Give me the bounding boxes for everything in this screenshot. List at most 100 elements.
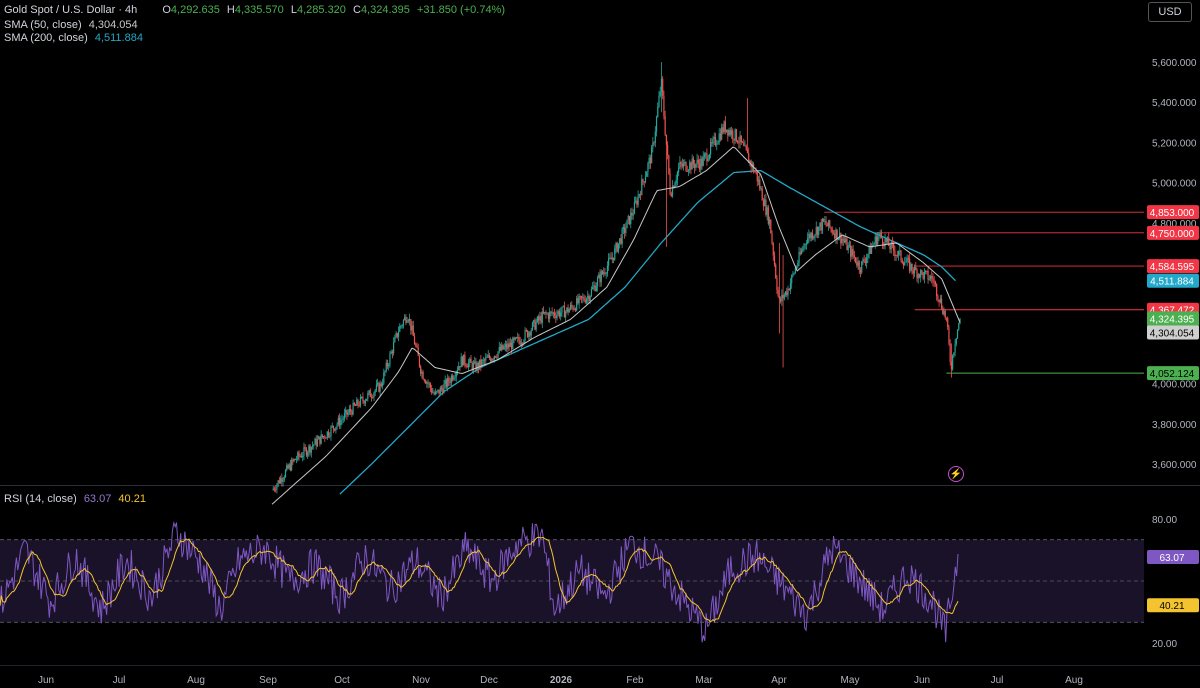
candle-body	[711, 142, 713, 144]
candle-body	[601, 271, 604, 274]
level-tag-bg	[1147, 205, 1199, 220]
candle-body	[716, 144, 718, 146]
candle-body	[810, 232, 812, 239]
candle-body	[412, 325, 414, 337]
candle-body	[440, 387, 443, 389]
candle-body	[552, 312, 554, 314]
candle-body	[442, 388, 444, 394]
candle-body	[275, 489, 277, 491]
candle-body	[805, 243, 808, 245]
sma200-legend[interactable]: SMA (200, close) 4,511.884	[4, 32, 147, 45]
candle-body	[577, 298, 579, 304]
candle-body	[907, 258, 909, 259]
candle-body	[604, 272, 606, 274]
candle-body	[383, 372, 385, 384]
candle-body	[800, 250, 803, 254]
candle-body	[553, 312, 556, 316]
candle-body	[889, 245, 891, 250]
candle-body	[676, 171, 679, 180]
candle-body	[513, 337, 515, 340]
sma200-label: SMA (200, close)	[4, 32, 88, 44]
candle-body	[402, 320, 405, 326]
candle-body	[391, 351, 393, 354]
candle-body	[464, 354, 466, 365]
candle-body	[717, 142, 719, 145]
candle-body	[695, 163, 697, 168]
symbol-title[interactable]: Gold Spot / U.S. Dollar · 4h	[4, 4, 138, 16]
candle-body	[804, 244, 806, 245]
price-tick-label: 3,800.000	[1152, 420, 1197, 431]
candle-body	[526, 330, 529, 337]
candle-body	[648, 157, 650, 164]
candle-body	[405, 316, 407, 323]
candle-body	[756, 171, 758, 182]
rsi-tick-label: 80.00	[1152, 515, 1177, 526]
sma50-legend[interactable]: SMA (50, close) 4,304.054	[4, 19, 142, 32]
price-axis[interactable]: 5,600.000 5,400.000 5,200.000 5,000.000 4,80…	[1147, 58, 1199, 650]
candle-body	[691, 158, 693, 170]
candle-body	[678, 167, 680, 172]
currency-selector[interactable]: USD	[1148, 2, 1192, 22]
candle-body	[780, 298, 782, 302]
lightning-icon[interactable]: ⚡	[948, 466, 964, 482]
time-tick-label: 2026	[550, 675, 573, 686]
time-axis[interactable]: Jun Jul Aug Sep Oct Nov Dec 2026 Feb Mar Apr May Jun…	[38, 675, 1083, 686]
candle-body	[420, 366, 422, 374]
candle-body	[455, 371, 457, 377]
candle-body	[841, 238, 843, 244]
candle-body	[628, 216, 631, 225]
candle-body	[689, 162, 691, 171]
candle-body	[851, 249, 853, 257]
candle-body	[593, 285, 595, 288]
candle-body	[463, 354, 465, 366]
candle-body	[327, 431, 330, 437]
last-price-label: 4,324.395	[1150, 314, 1195, 325]
candle-body	[926, 270, 928, 272]
candle-body	[546, 313, 548, 315]
candle-body	[562, 306, 564, 307]
candle-body	[460, 356, 462, 368]
candle-body	[302, 455, 304, 458]
candle-body	[578, 296, 580, 304]
candle-body	[510, 342, 513, 350]
candle-body	[585, 298, 588, 303]
sma200-value: 4,511.884	[94, 32, 143, 44]
candle-body	[319, 436, 321, 444]
candle-body	[308, 445, 310, 453]
candle-body	[598, 274, 600, 279]
candle-body	[600, 271, 602, 283]
candle-body	[793, 273, 795, 274]
low-value: 4,285.320	[296, 4, 346, 16]
candle-body	[283, 477, 285, 480]
candle-body	[835, 229, 837, 239]
candle-body	[476, 363, 478, 372]
rsi-ma-tag: 40.21	[1159, 601, 1184, 612]
candle-body	[719, 133, 722, 140]
candle-body	[728, 129, 730, 136]
candle-body	[407, 320, 409, 322]
candle-body	[813, 236, 815, 239]
candle-body	[542, 311, 545, 314]
candle-body	[681, 164, 683, 167]
candle-body	[680, 162, 682, 165]
candle-body	[782, 294, 784, 299]
candle-body	[574, 308, 577, 311]
candle-body	[400, 325, 402, 327]
horizontal-levels[interactable]	[824, 211, 1144, 374]
candle-body	[831, 228, 833, 233]
candle-body	[825, 220, 827, 225]
level-tag: 4,584.595	[1150, 262, 1195, 273]
rsi-legend[interactable]: RSI (14, close) 63.07 40.21	[4, 493, 150, 506]
candle-body	[416, 345, 418, 348]
candle-body	[384, 370, 386, 373]
candle-body	[422, 372, 424, 380]
candle-body	[886, 237, 889, 242]
price-tick-label: 4,800.000	[1152, 219, 1197, 230]
candle-body	[520, 343, 522, 345]
time-tick-label: Aug	[187, 675, 205, 686]
candle-body	[347, 412, 349, 415]
low-label: L	[290, 4, 297, 16]
candle-body	[514, 337, 516, 340]
candle-body	[738, 142, 740, 144]
